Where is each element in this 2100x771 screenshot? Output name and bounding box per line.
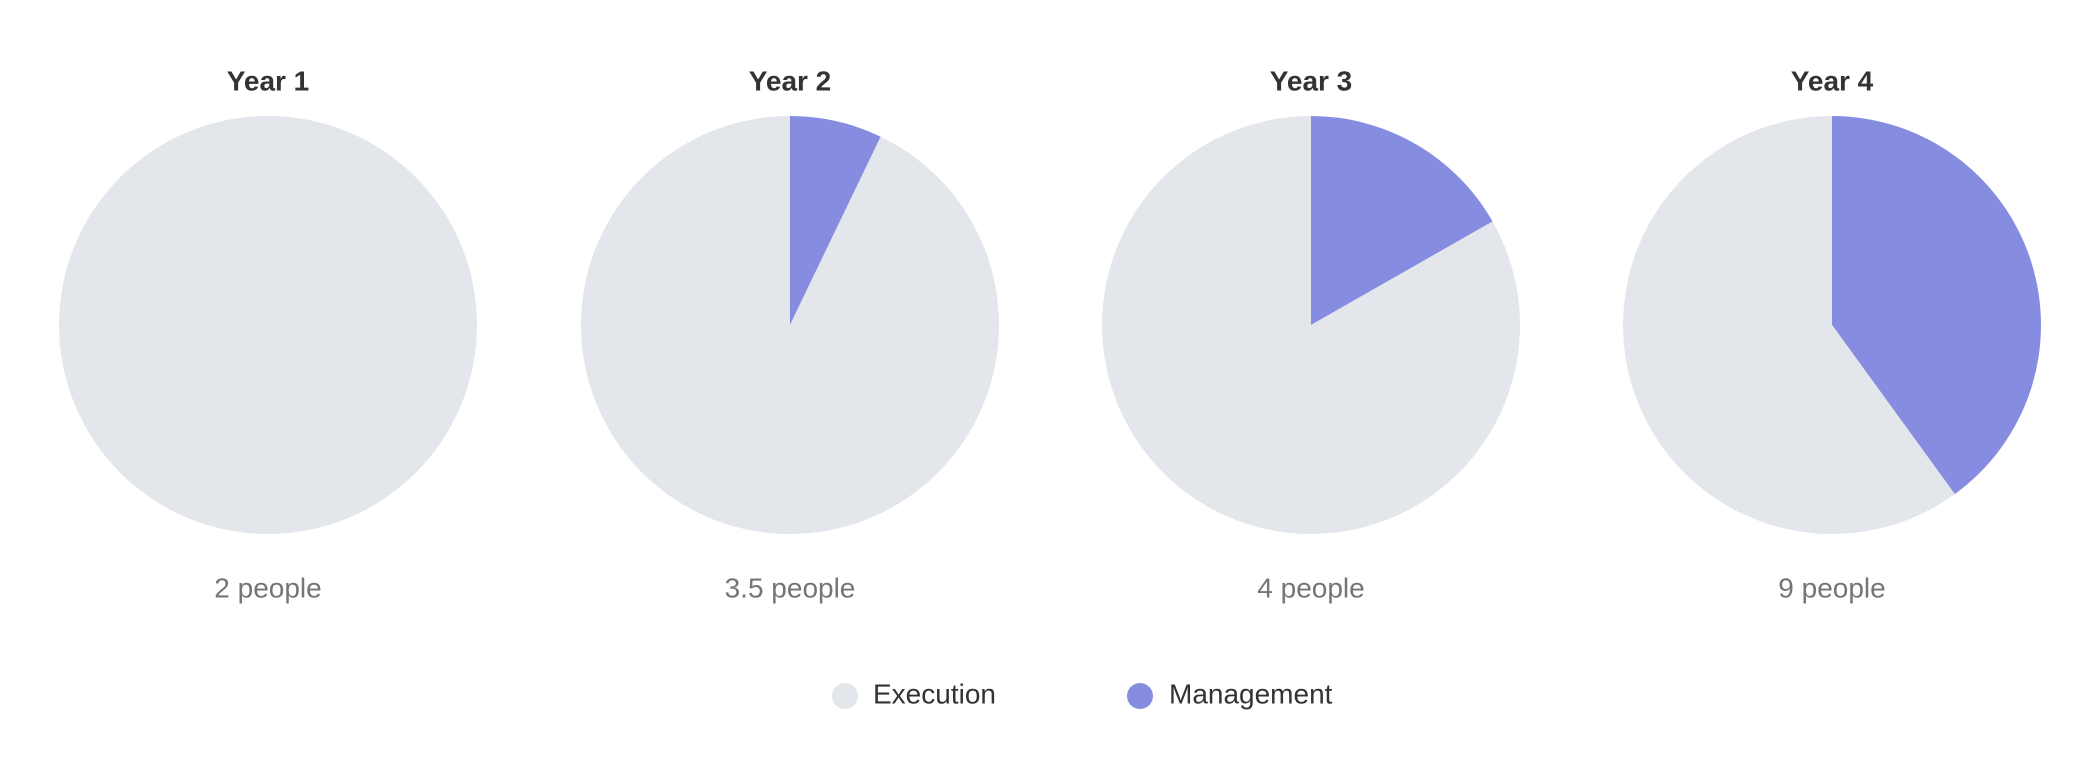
- legend: Execution Management: [832, 678, 1333, 709]
- pie-year-3: Year 3 4 people: [1102, 65, 1520, 603]
- pie-caption: 4 people: [1257, 572, 1364, 603]
- pie-slice-execution[interactable]: [59, 116, 477, 534]
- pie-slice-management[interactable]: [1832, 116, 2041, 495]
- pie-title: Year 4: [1791, 65, 1874, 96]
- legend-swatch: [1127, 683, 1153, 709]
- pie-title: Year 1: [227, 65, 310, 96]
- pies: Year 1 2 people Year 2 3.5 people Year 3 4 pe…: [59, 65, 2041, 603]
- legend-item-execution[interactable]: Execution: [832, 678, 996, 709]
- pie-caption: 3.5 people: [725, 572, 856, 603]
- legend-swatch: [832, 683, 858, 709]
- pie-slice-execution[interactable]: [581, 116, 999, 534]
- pie-title: Year 3: [1270, 65, 1353, 96]
- pie-slice-management[interactable]: [790, 116, 881, 325]
- legend-label: Management: [1169, 678, 1333, 709]
- pie-slice-execution[interactable]: [1622, 116, 1955, 535]
- pie-title: Year 2: [749, 65, 832, 96]
- pie-year-1: Year 1 2 people: [59, 65, 477, 603]
- pie-caption: 2 people: [214, 572, 321, 603]
- pie-slice-management[interactable]: [1311, 116, 1493, 325]
- pie-year-2: Year 2 3.5 people: [581, 65, 999, 603]
- pie-year-4: Year 4 9 people: [1622, 65, 2041, 603]
- legend-label: Execution: [873, 678, 996, 709]
- pie-slice-execution[interactable]: [1102, 116, 1520, 535]
- legend-item-management[interactable]: Management: [1127, 678, 1333, 709]
- pie-caption: 9 people: [1778, 572, 1885, 603]
